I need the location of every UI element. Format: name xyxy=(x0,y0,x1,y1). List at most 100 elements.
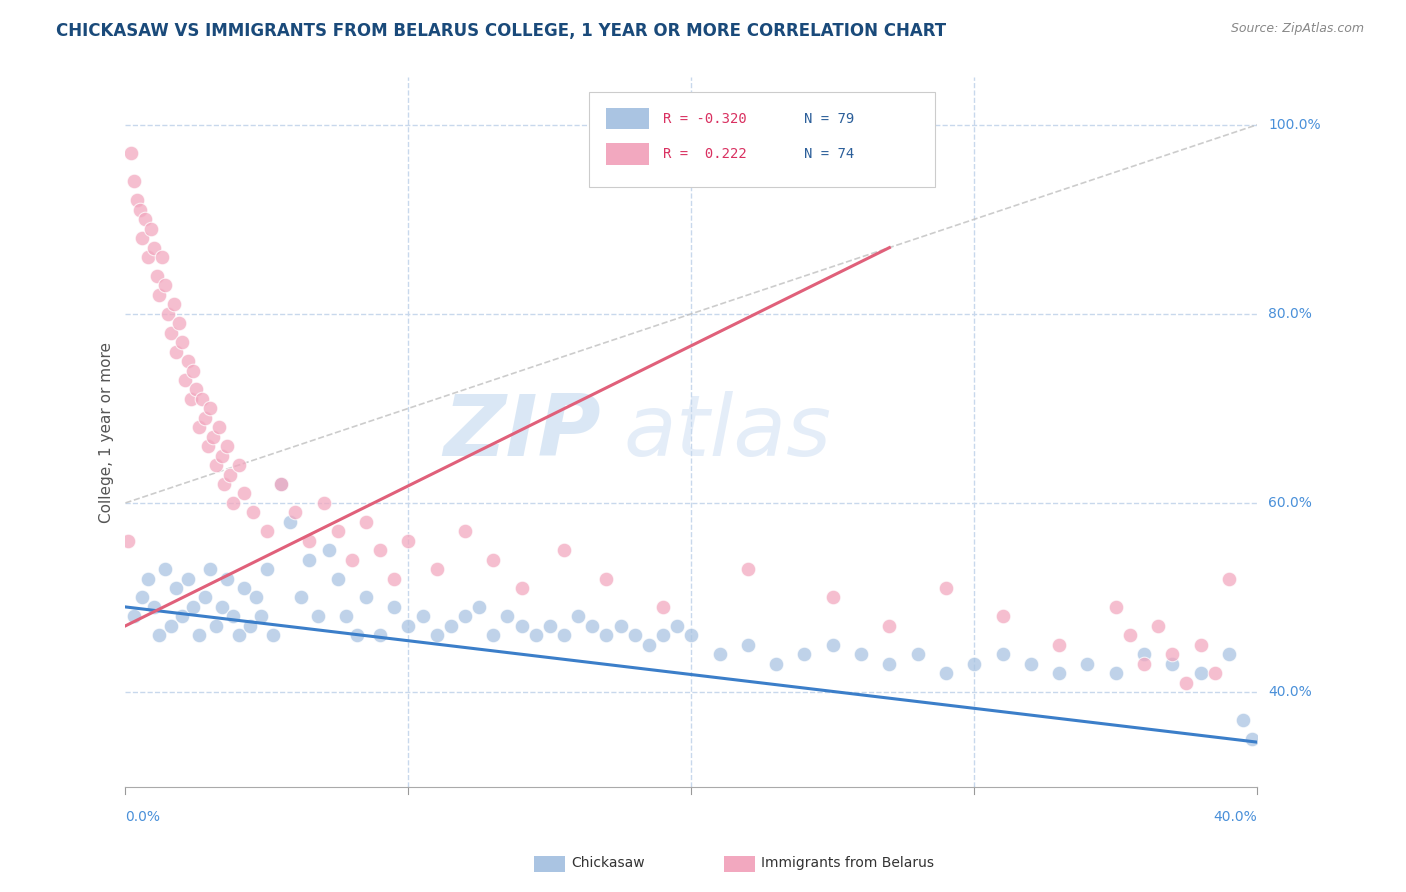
Point xyxy=(553,628,575,642)
Point xyxy=(153,562,176,576)
Point xyxy=(214,477,236,491)
Point xyxy=(963,657,986,671)
Point xyxy=(150,250,173,264)
Point xyxy=(183,599,205,614)
Point xyxy=(468,599,491,614)
Point xyxy=(270,477,292,491)
Point xyxy=(165,344,187,359)
Point xyxy=(326,524,349,539)
Point xyxy=(177,572,200,586)
Y-axis label: College, 1 year or more: College, 1 year or more xyxy=(100,342,114,523)
Point xyxy=(131,591,153,605)
Point xyxy=(139,221,162,235)
Text: N = 79: N = 79 xyxy=(804,112,855,126)
Point xyxy=(396,533,419,548)
Point xyxy=(159,326,181,340)
Point xyxy=(765,657,787,671)
Point xyxy=(167,316,190,330)
Text: 80.0%: 80.0% xyxy=(1268,307,1312,321)
Point xyxy=(180,392,202,406)
Point xyxy=(211,599,233,614)
Point xyxy=(256,562,278,576)
Point xyxy=(346,628,368,642)
Bar xyxy=(606,144,650,165)
Point xyxy=(793,647,815,661)
Point xyxy=(623,628,645,642)
Point xyxy=(1161,657,1184,671)
Point xyxy=(262,628,284,642)
Point xyxy=(510,619,533,633)
Point xyxy=(200,562,222,576)
Point xyxy=(326,572,349,586)
Point xyxy=(312,496,335,510)
Point xyxy=(202,430,225,444)
Text: N = 74: N = 74 xyxy=(804,147,855,161)
Point xyxy=(177,354,200,368)
Point xyxy=(245,591,267,605)
Point xyxy=(170,335,193,350)
Point xyxy=(1175,675,1198,690)
Point xyxy=(440,619,463,633)
Point xyxy=(1076,657,1098,671)
Point xyxy=(228,458,250,472)
Point xyxy=(194,591,217,605)
Point xyxy=(1133,657,1156,671)
Point xyxy=(233,581,256,595)
Text: R = -0.320: R = -0.320 xyxy=(664,112,747,126)
Point xyxy=(681,628,703,642)
Text: R =  0.222: R = 0.222 xyxy=(664,147,747,161)
Point xyxy=(510,581,533,595)
Point xyxy=(278,515,301,529)
Point xyxy=(219,467,242,482)
Point xyxy=(426,628,449,642)
Point xyxy=(396,619,419,633)
Point xyxy=(145,268,167,283)
Point xyxy=(907,647,929,661)
Point xyxy=(595,628,617,642)
Point xyxy=(1204,666,1226,681)
Point xyxy=(737,638,759,652)
Point xyxy=(217,572,239,586)
Text: Source: ZipAtlas.com: Source: ZipAtlas.com xyxy=(1230,22,1364,36)
Point xyxy=(482,628,505,642)
Point xyxy=(284,505,307,519)
Point xyxy=(821,638,844,652)
Point xyxy=(335,609,357,624)
Point xyxy=(239,619,262,633)
Point xyxy=(426,562,449,576)
Point xyxy=(666,619,689,633)
Text: Chickasaw: Chickasaw xyxy=(571,856,644,871)
Point xyxy=(1189,666,1212,681)
Text: 60.0%: 60.0% xyxy=(1268,496,1312,510)
Point xyxy=(595,572,617,586)
Point xyxy=(652,599,675,614)
Point xyxy=(205,619,228,633)
Point xyxy=(1232,714,1254,728)
Point xyxy=(1218,647,1240,661)
Point xyxy=(991,647,1014,661)
Point xyxy=(709,647,731,661)
Point xyxy=(1047,666,1070,681)
Point xyxy=(991,609,1014,624)
Point xyxy=(935,666,957,681)
Point xyxy=(290,591,312,605)
Text: Immigrants from Belarus: Immigrants from Belarus xyxy=(761,856,934,871)
Point xyxy=(131,231,153,245)
Point xyxy=(737,562,759,576)
Point xyxy=(1189,638,1212,652)
Point xyxy=(142,599,165,614)
Point xyxy=(318,543,340,558)
Point xyxy=(122,174,145,188)
Point xyxy=(1147,619,1170,633)
Point xyxy=(211,449,233,463)
Point xyxy=(581,619,603,633)
Point xyxy=(256,524,278,539)
Point xyxy=(298,552,321,566)
Point xyxy=(156,307,179,321)
Point xyxy=(354,515,377,529)
Point xyxy=(1047,638,1070,652)
Point xyxy=(222,496,245,510)
Text: 40.0%: 40.0% xyxy=(1213,810,1257,824)
Point xyxy=(1105,599,1128,614)
Point xyxy=(170,609,193,624)
